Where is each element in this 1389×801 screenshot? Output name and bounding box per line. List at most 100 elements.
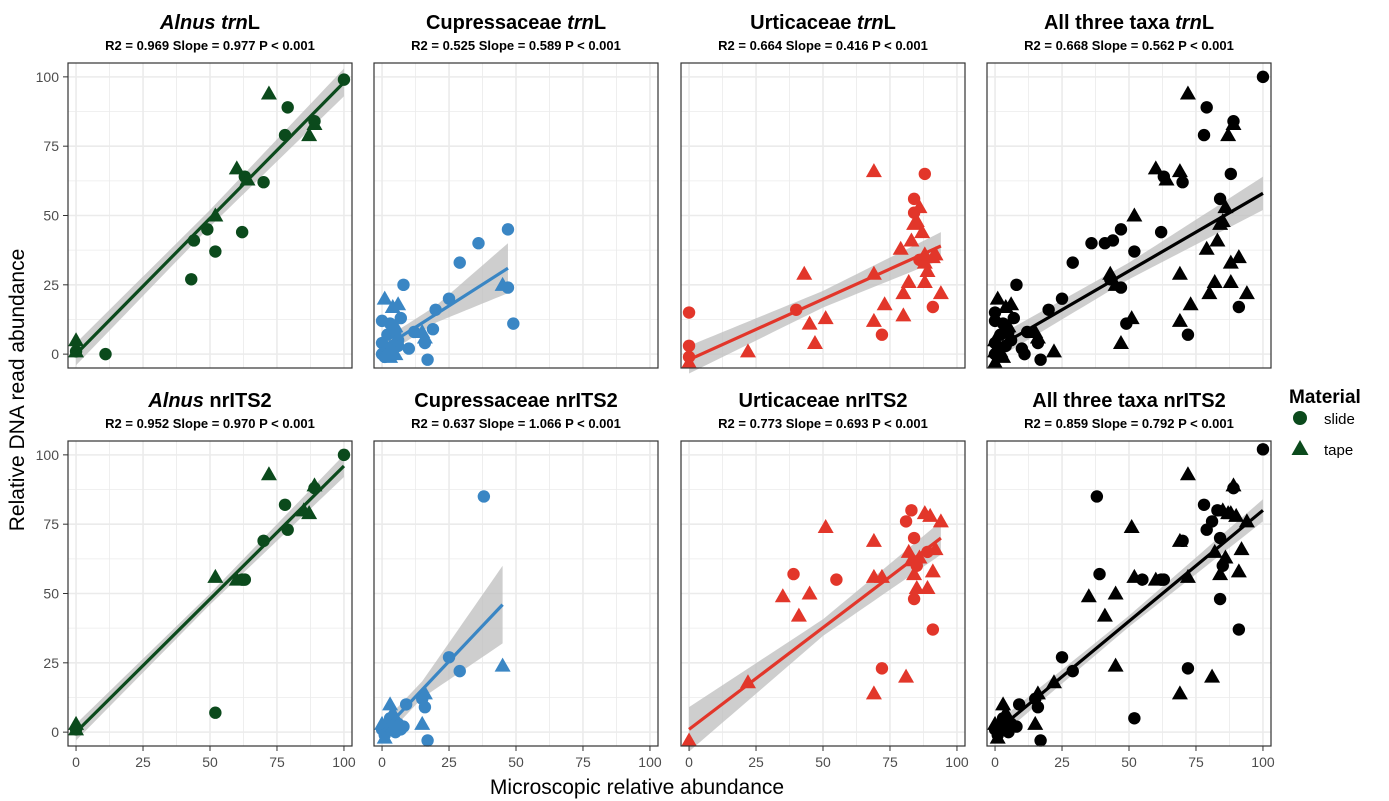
point-tape xyxy=(900,543,917,558)
point-tape xyxy=(997,704,1014,719)
panel-title: Urticaceae nrITS2 xyxy=(739,390,908,412)
point-tape xyxy=(865,265,882,280)
point-slide xyxy=(472,237,485,250)
y-tick-label: 25 xyxy=(43,277,59,293)
x-tick-label: 0 xyxy=(72,754,80,770)
point-tape xyxy=(806,335,823,350)
point-tape xyxy=(390,296,407,311)
panel-title-part: Alnus xyxy=(159,12,216,34)
point-tape xyxy=(1171,685,1188,700)
point-tape xyxy=(1209,232,1226,247)
point-tape xyxy=(416,685,433,700)
point-tape xyxy=(1029,685,1046,700)
x-tick-label: 75 xyxy=(1188,754,1204,770)
point-tape xyxy=(796,265,813,280)
point-tape xyxy=(1230,563,1247,578)
point-tape xyxy=(895,285,912,300)
point-slide xyxy=(453,256,466,269)
point-slide xyxy=(905,504,918,517)
point-slide xyxy=(1181,662,1195,675)
point-slide xyxy=(907,531,921,545)
point-tape xyxy=(739,343,756,358)
point-tape xyxy=(306,116,323,130)
panel-title-part: trn xyxy=(567,12,594,34)
point-tape xyxy=(1000,318,1017,333)
panel-stats: R2 = 0.668 Slope = 0.562 P < 0.001 xyxy=(1024,38,1234,53)
x-axis-label: Microscopic relative abundance xyxy=(490,776,784,799)
point-slide xyxy=(1114,223,1128,236)
panel-title-part: nrITS2 xyxy=(204,390,272,412)
panel-6: Cupressaceae nrITS2 R2 = 0.637 Slope = 1.… xyxy=(373,390,662,770)
legend-title: Material xyxy=(1289,387,1361,408)
panel-title: Urticaceae trnL xyxy=(750,12,896,34)
x-tick-label: 25 xyxy=(135,754,151,770)
point-slide xyxy=(442,292,456,305)
point-tape xyxy=(1179,568,1196,583)
point-slide xyxy=(1154,225,1168,239)
point-slide xyxy=(918,167,932,181)
point-tape xyxy=(919,262,936,277)
point-slide xyxy=(1181,328,1195,341)
point-tape xyxy=(922,507,939,522)
x-tick-label: 25 xyxy=(748,754,764,770)
point-tape xyxy=(801,315,818,330)
point-slide xyxy=(235,225,249,239)
point-tape xyxy=(1238,513,1255,528)
point-tape xyxy=(376,290,393,305)
x-tick-label: 0 xyxy=(378,754,386,770)
point-tape xyxy=(228,160,245,175)
point-tape xyxy=(774,588,791,603)
y-tick-label: 75 xyxy=(43,516,59,532)
point-slide xyxy=(1018,347,1031,361)
panel-stats: R2 = 0.664 Slope = 0.416 P < 0.001 xyxy=(718,38,928,53)
point-tape xyxy=(681,732,698,747)
point-slide xyxy=(1256,443,1270,456)
point-slide xyxy=(1055,651,1069,664)
point-slide xyxy=(1200,101,1213,114)
point-tape xyxy=(924,563,941,578)
point-slide xyxy=(1197,128,1211,142)
point-tape xyxy=(739,674,756,689)
regression-line xyxy=(380,603,504,734)
confidence-band xyxy=(382,565,503,741)
x-tick-label: 0 xyxy=(685,754,693,770)
point-tape xyxy=(382,696,399,711)
point-tape xyxy=(898,668,915,683)
point-slide xyxy=(1213,192,1227,206)
panel-border xyxy=(373,62,659,369)
regression-line xyxy=(74,464,346,734)
point-slide xyxy=(1213,531,1227,545)
point-tape xyxy=(1182,296,1199,311)
point-slide xyxy=(278,498,292,511)
point-slide xyxy=(477,490,491,503)
point-tape xyxy=(1228,507,1245,522)
point-tape xyxy=(1147,160,1164,175)
point-slide xyxy=(442,651,456,664)
point-slide xyxy=(99,347,112,361)
point-slide xyxy=(1106,234,1120,247)
point-slide xyxy=(418,700,432,714)
legend-slide-label: slide xyxy=(1324,411,1355,428)
point-tape xyxy=(1233,541,1250,556)
point-tape xyxy=(1217,199,1234,214)
point-slide xyxy=(926,300,940,314)
panel-7: Urticaceae nrITS2 R2 = 0.773 Slope = 0.69… xyxy=(680,390,969,770)
x-tick-label: 25 xyxy=(441,754,457,770)
point-tape xyxy=(865,312,882,327)
point-tape xyxy=(911,199,928,214)
x-tick-label: 75 xyxy=(575,754,591,770)
point-slide xyxy=(1034,734,1047,747)
point-tape xyxy=(681,354,698,369)
y-tick-label: 75 xyxy=(43,138,59,154)
point-tape xyxy=(387,318,404,333)
point-tape xyxy=(1230,249,1247,264)
point-tape xyxy=(895,307,912,322)
panel-2: Cupressaceae trnL R2 = 0.525 Slope = 0.58… xyxy=(373,12,659,369)
regression-line xyxy=(381,266,509,350)
panel-title-part: L xyxy=(1202,12,1214,34)
point-tape xyxy=(1003,296,1020,311)
x-tick-label: 100 xyxy=(638,754,662,770)
point-slide xyxy=(337,73,351,86)
